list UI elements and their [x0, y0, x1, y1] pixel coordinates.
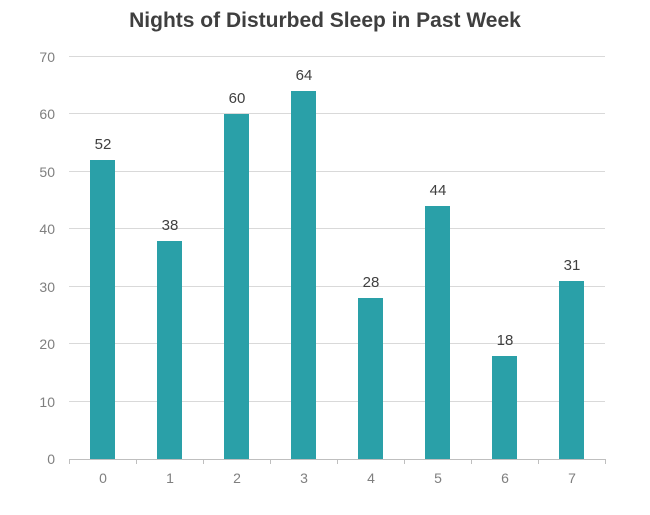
gridline-y-10	[69, 401, 605, 402]
x-tick-label-4: 4	[367, 470, 375, 486]
bar-value-label-7: 31	[563, 257, 581, 274]
bar-value-label-1: 38	[161, 217, 179, 234]
x-axis-tick-6	[471, 459, 472, 464]
bar-category-7	[559, 281, 584, 459]
bar-value-label-4: 28	[362, 274, 380, 291]
x-axis-tick-4	[337, 459, 338, 464]
y-tick-label-60: 60	[39, 106, 55, 122]
x-tick-label-3: 3	[300, 470, 308, 486]
x-axis-tick-7	[538, 459, 539, 464]
x-axis-tick-3	[270, 459, 271, 464]
bar-value-label-6: 18	[496, 332, 514, 349]
bar-category-1	[157, 241, 182, 459]
x-tick-label-7: 7	[568, 470, 576, 486]
gridline-y-20	[69, 343, 605, 344]
x-tick-label-0: 0	[99, 470, 107, 486]
x-axis-tick-0	[69, 459, 70, 464]
chart-title: Nights of Disturbed Sleep in Past Week	[129, 9, 521, 32]
x-tick-label-2: 2	[233, 470, 241, 486]
gridline-y-30	[69, 286, 605, 287]
x-axis-tick-2	[203, 459, 204, 464]
bar-value-label-3: 64	[295, 67, 313, 84]
x-axis-tick-1	[136, 459, 137, 464]
x-axis-tick-8	[605, 459, 606, 464]
bar-value-label-2: 60	[228, 90, 246, 107]
bar-value-label-5: 44	[429, 182, 447, 199]
y-tick-label-70: 70	[39, 49, 55, 65]
bar-category-4	[358, 298, 383, 459]
x-axis-tick-5	[404, 459, 405, 464]
y-tick-label-10: 10	[39, 394, 55, 410]
y-tick-label-30: 30	[39, 279, 55, 295]
bar-category-2	[224, 114, 249, 459]
gridline-y-40	[69, 228, 605, 229]
bar-category-6	[492, 356, 517, 459]
x-tick-label-6: 6	[501, 470, 509, 486]
bar-category-5	[425, 206, 450, 459]
gridline-y-50	[69, 171, 605, 172]
gridline-y-60	[69, 113, 605, 114]
x-tick-label-1: 1	[166, 470, 174, 486]
plot-area: 52 0 38 1 60 2 64 3 28 4 44 5 18 6 31 7	[69, 56, 606, 486]
y-tick-label-40: 40	[39, 221, 55, 237]
x-tick-label-5: 5	[434, 470, 442, 486]
bar-category-0	[90, 160, 115, 459]
bar-category-3	[291, 91, 316, 459]
y-tick-label-20: 20	[39, 336, 55, 352]
y-tick-label-50: 50	[39, 164, 55, 180]
gridline-y-70	[69, 56, 605, 57]
y-tick-label-0: 0	[47, 451, 55, 467]
bar-value-label-0: 52	[94, 136, 112, 153]
